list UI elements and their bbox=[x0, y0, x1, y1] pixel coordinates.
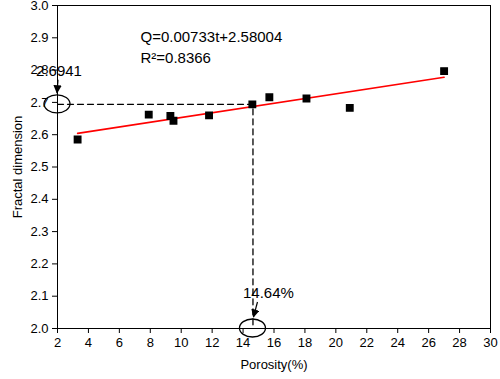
svg-text:22: 22 bbox=[360, 335, 374, 350]
svg-text:8: 8 bbox=[147, 335, 154, 350]
svg-text:12: 12 bbox=[205, 335, 219, 350]
svg-text:Fractal dimension: Fractal dimension bbox=[10, 116, 25, 219]
svg-text:16: 16 bbox=[267, 335, 281, 350]
svg-text:20: 20 bbox=[329, 335, 343, 350]
svg-text:Q=0.00733t+2.58004: Q=0.00733t+2.58004 bbox=[141, 28, 283, 45]
svg-text:26: 26 bbox=[421, 335, 435, 350]
svg-text:14: 14 bbox=[235, 334, 251, 350]
svg-text:2.6941: 2.6941 bbox=[36, 62, 82, 79]
svg-text:24: 24 bbox=[390, 335, 404, 350]
svg-text:14.64%: 14.64% bbox=[243, 284, 294, 301]
svg-text:2.4: 2.4 bbox=[30, 191, 48, 206]
svg-text:R²=0.8366: R²=0.8366 bbox=[141, 49, 211, 66]
svg-text:2.2: 2.2 bbox=[30, 256, 48, 271]
svg-text:2.0: 2.0 bbox=[30, 321, 48, 336]
svg-text:10: 10 bbox=[174, 335, 188, 350]
svg-text:2.3: 2.3 bbox=[30, 224, 48, 239]
svg-text:2.6: 2.6 bbox=[30, 127, 48, 142]
svg-text:28: 28 bbox=[452, 335, 466, 350]
svg-text:2.1: 2.1 bbox=[30, 288, 48, 303]
svg-text:Porosity(%): Porosity(%) bbox=[240, 357, 307, 372]
svg-text:30: 30 bbox=[483, 335, 497, 350]
svg-text:2.5: 2.5 bbox=[30, 159, 48, 174]
svg-text:6: 6 bbox=[116, 335, 123, 350]
svg-text:2.7: 2.7 bbox=[30, 95, 48, 110]
svg-text:2: 2 bbox=[54, 335, 61, 350]
svg-text:4: 4 bbox=[85, 335, 92, 350]
svg-text:18: 18 bbox=[298, 335, 312, 350]
svg-text:3.0: 3.0 bbox=[30, 0, 48, 13]
svg-text:2.9: 2.9 bbox=[30, 30, 48, 45]
